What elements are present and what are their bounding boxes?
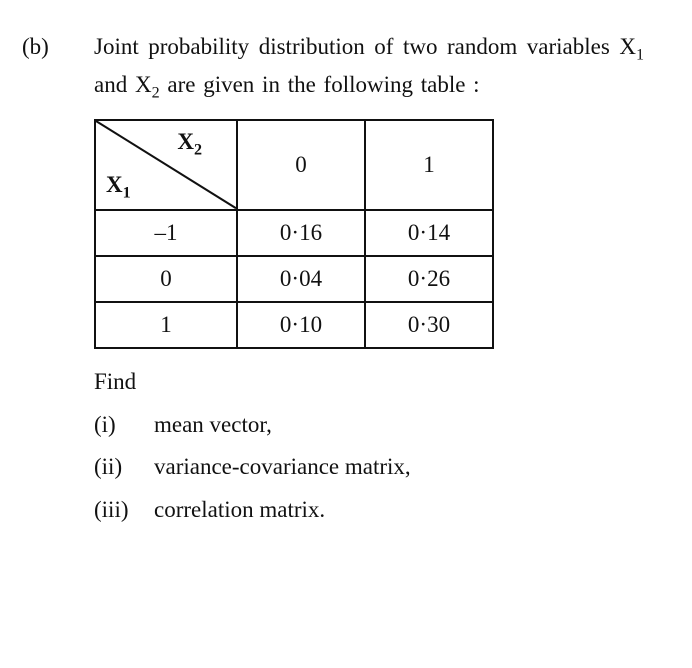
table-cell: 0·04: [237, 256, 365, 302]
find-label: Find: [94, 365, 644, 400]
item-number: (i): [94, 408, 154, 443]
item-text: variance-covariance matrix,: [154, 450, 411, 485]
table-cell: 0·14: [365, 210, 493, 256]
subitems-list: (i) mean vector, (ii) variance-covarianc…: [94, 408, 644, 528]
col-header: 1: [365, 120, 493, 210]
table-cell: 0·10: [237, 302, 365, 348]
item-number: (iii): [94, 493, 154, 528]
part-label: (b): [20, 30, 94, 65]
item-text: correlation matrix.: [154, 493, 325, 528]
item-number: (ii): [94, 450, 154, 485]
list-item: (i) mean vector,: [94, 408, 644, 443]
probability-table: X2 X1 0 1 –1 0·16 0·14 0 0·04 0·26: [94, 119, 644, 349]
list-item: (ii) variance-covariance matrix,: [94, 450, 644, 485]
row-header: 0: [95, 256, 237, 302]
row-header: –1: [95, 210, 237, 256]
row-header: 1: [95, 302, 237, 348]
intro-text: Joint probability distribution of two ra…: [94, 30, 644, 105]
table-cell: 0·30: [365, 302, 493, 348]
row-variable-label: X1: [106, 168, 131, 206]
list-item: (iii) correlation matrix.: [94, 493, 644, 528]
col-variable-label: X2: [177, 125, 202, 163]
table-cell: 0·16: [237, 210, 365, 256]
table-cell: 0·26: [365, 256, 493, 302]
item-text: mean vector,: [154, 408, 272, 443]
col-header: 0: [237, 120, 365, 210]
table-corner-cell: X2 X1: [95, 120, 237, 210]
